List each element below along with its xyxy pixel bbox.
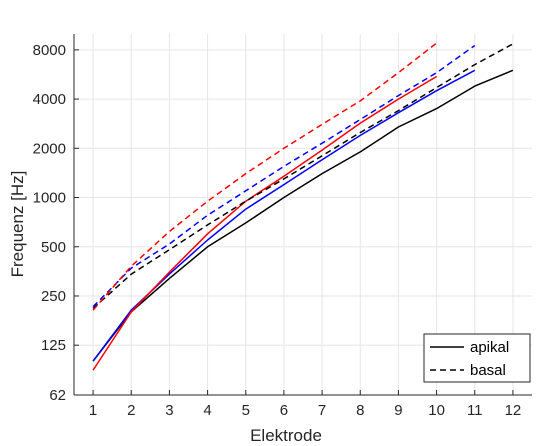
x-tick-label: 3 [165,402,173,419]
x-tick-labels: 1 2 3 4 5 6 7 8 9 10 11 12 [89,402,521,419]
x-tick-label: 10 [428,402,445,419]
x-tick-label: 8 [356,402,364,419]
legend: apikal basal [423,333,531,383]
legend-box [423,333,531,383]
y-tick-label: 250 [41,288,66,305]
x-tick-label: 1 [89,402,97,419]
x-tick-label: 7 [318,402,326,419]
series-group [92,42,514,371]
y-tick-label: 125 [41,337,66,354]
x-tick-label: 5 [242,402,250,419]
x-tick-label: 9 [394,402,402,419]
y-tick-label: 4000 [33,91,66,108]
series-line-0-solid [92,69,514,362]
series-line-5-dashed [92,42,438,311]
series-line-4-dashed [92,44,476,308]
x-tick-label: 2 [127,402,135,419]
x-tick-label: 4 [203,402,211,419]
y-tick-label: 8000 [33,42,66,59]
x-axis-label: Elektrode [250,426,322,445]
series-line-2-solid [92,75,437,371]
x-tick-label: 11 [467,402,483,419]
x-tick-label: 12 [505,402,522,419]
y-tick-labels: 62 125 250 500 1000 2000 4000 8000 [33,42,66,404]
legend-label-apikal: apikal [470,339,509,356]
x-tick-label: 6 [280,402,288,419]
axes [73,34,532,396]
y-tick-label: 500 [41,239,66,256]
series-line-3-dashed [92,43,514,309]
y-tick-label: 62 [49,387,66,404]
legend-label-basal: basal [470,362,506,379]
y-axis-label: Frequenz [Hz] [8,171,27,278]
y-tick-label: 1000 [33,190,66,207]
y-tick-label: 2000 [33,140,66,157]
